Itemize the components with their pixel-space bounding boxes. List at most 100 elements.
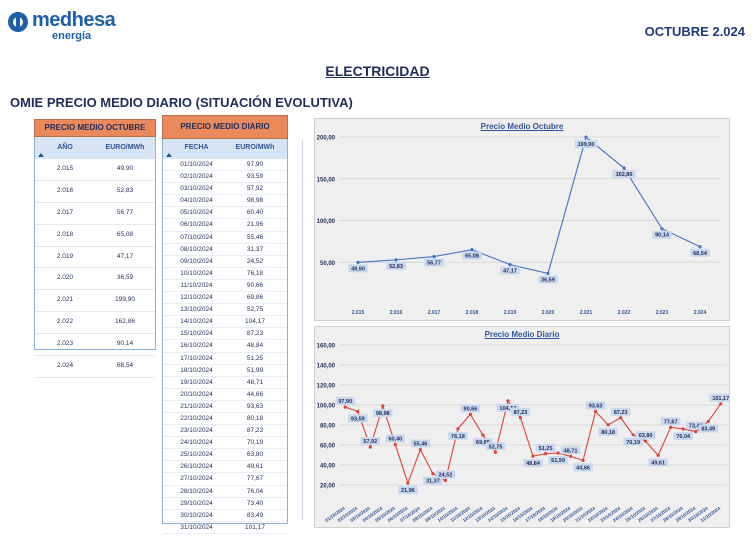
year-cell: 2.017 — [56, 208, 74, 216]
date-cell: 10/10/2024 — [180, 269, 213, 277]
date-cell: 25/10/2024 — [180, 451, 213, 459]
data-label: 104,17 — [500, 406, 517, 412]
table-row: 19/10/2024 48,71 — [163, 377, 287, 389]
series-line — [357, 136, 701, 275]
data-label: 77,67 — [664, 419, 678, 425]
year-cell: 2.018 — [56, 230, 74, 238]
y-tick-label: 160,00 — [317, 344, 336, 350]
value-cell: 101,17 — [245, 523, 265, 531]
table-row: 14/10/2024 104,17 — [163, 316, 287, 329]
date-cell: 21/10/2024 — [180, 402, 213, 410]
data-label: 51,25 — [539, 446, 553, 452]
daily-chart: Precio Medio Diario 160,00 140,00 120,00 10… — [314, 326, 730, 528]
daily-rows: 01/10/2024 97,90 02/10/2024 93,59 03/10/2024… — [163, 159, 287, 534]
data-label-bg — [500, 266, 520, 275]
value-cell: 87,23 — [246, 427, 264, 435]
data-label-bg — [574, 140, 598, 149]
year-cell: 2.021 — [56, 296, 74, 304]
x-tick-label: 2.015 — [352, 310, 365, 316]
data-label-bg — [535, 443, 556, 452]
sort-asc-icon[interactable] — [166, 153, 172, 157]
y-tick-label: 150,00 — [317, 177, 336, 183]
data-label: 73,40 — [689, 424, 703, 430]
value-cell: 69,86 — [246, 294, 264, 302]
data-label: 65,08 — [465, 254, 479, 260]
value-cell: 87,23 — [246, 330, 264, 338]
data-point — [660, 227, 664, 231]
value-cell: 49,61 — [246, 463, 264, 471]
daily-price-table: PRECIO MEDIO DIARIO FECHA EURO/MWh 01/10… — [162, 115, 288, 534]
report-month: OCTUBRE 2.024 — [644, 24, 745, 39]
data-label: 55,46 — [413, 442, 427, 448]
data-label-bg — [398, 486, 418, 495]
value-cell: 90,14 — [116, 340, 134, 348]
table-row: 20/10/2024 44,66 — [163, 389, 287, 401]
table-row: 11/10/2024 90,66 — [163, 280, 287, 293]
daily-chart-svg: 160,00 140,00 120,00 100,00 80,00 60,00 40,00 2… — [317, 344, 729, 523]
value-cell: 47,17 — [116, 252, 134, 260]
data-point — [619, 416, 623, 420]
table-row: 18/10/2024 51,99 — [163, 365, 287, 377]
year-cell: 2.023 — [56, 340, 74, 348]
data-point — [343, 405, 347, 409]
table-row: 29/10/2024 73,40 — [163, 498, 287, 510]
y-tick-label: 40,00 — [320, 464, 336, 470]
table-row: 24/10/2024 70,19 — [163, 437, 287, 450]
table-row: 05/10/2024 60,40 — [163, 207, 287, 220]
data-point — [493, 450, 498, 454]
value-cell: 80,18 — [246, 414, 264, 422]
data-label-bg — [560, 446, 581, 455]
data-label: 93,59 — [351, 416, 365, 422]
data-label: 76,18 — [451, 434, 465, 440]
table-row: 04/10/2024 98,98 — [163, 195, 287, 208]
data-point — [368, 445, 372, 449]
daily-table-title: PRECIO MEDIO DIARIO — [162, 115, 288, 139]
data-point — [644, 439, 648, 443]
data-point — [506, 399, 510, 403]
data-point — [356, 260, 360, 264]
value-cell: 44,66 — [246, 390, 264, 398]
data-label-bg — [348, 414, 368, 423]
yearly-table-header: AÑO EURO/MWh — [35, 137, 155, 159]
data-point — [631, 433, 635, 437]
data-label: 52,83 — [389, 264, 403, 270]
sort-asc-icon[interactable] — [38, 153, 44, 157]
logo-name: medhesa — [32, 9, 116, 31]
data-label-bg — [538, 275, 558, 284]
date-cell: 15/10/2024 — [180, 330, 213, 338]
table-row: 2.023 90,14 — [35, 334, 155, 357]
yearly-chart: Precio Medio Octubre 200,00 150,00 100,00 5… — [314, 118, 730, 321]
table-row: 2.019 47,17 — [35, 247, 155, 269]
data-label: 21,96 — [401, 488, 415, 494]
date-cell: 23/10/2024 — [180, 427, 213, 435]
table-row: 15/10/2024 87,23 — [163, 328, 287, 341]
value-cell: 48,84 — [246, 342, 264, 350]
table-row: 22/10/2024 80,18 — [163, 413, 287, 426]
data-label: 48,71 — [564, 448, 578, 454]
table-row: 06/10/2024 21,96 — [163, 219, 287, 232]
data-point — [568, 454, 573, 458]
table-row: 2.020 36,59 — [35, 268, 155, 291]
table-row: 12/10/2024 69,86 — [163, 292, 287, 305]
value-cell: 76,18 — [246, 269, 264, 277]
y-tick-label: 60,00 — [320, 444, 336, 450]
table-row: 09/10/2024 24,52 — [163, 256, 287, 268]
table-row: 2.016 52,83 — [35, 181, 155, 203]
date-cell: 27/10/2024 — [180, 475, 213, 483]
date-cell: 08/10/2024 — [180, 245, 213, 253]
data-point — [656, 453, 660, 457]
date-cell: 11/10/2024 — [180, 281, 213, 289]
x-tick-label: 2.016 — [390, 310, 403, 316]
data-point — [381, 404, 385, 408]
x-tick-label: 2.020 — [542, 310, 555, 316]
data-label: 31,37 — [426, 479, 440, 485]
data-point — [706, 419, 710, 424]
data-label: 63,80 — [639, 433, 653, 439]
data-label: 68,54 — [693, 251, 708, 257]
table-row: 08/10/2024 31,37 — [163, 244, 287, 256]
date-cell: 07/10/2024 — [180, 233, 213, 241]
yearly-price-table: PRECIO MEDIO OCTUBRE AÑO EURO/MWh 2.015 4… — [34, 119, 156, 378]
x-tick-label: 2.017 — [428, 310, 441, 316]
data-label: 90,14 — [655, 233, 670, 239]
date-cell: 04/10/2024 — [180, 197, 213, 205]
